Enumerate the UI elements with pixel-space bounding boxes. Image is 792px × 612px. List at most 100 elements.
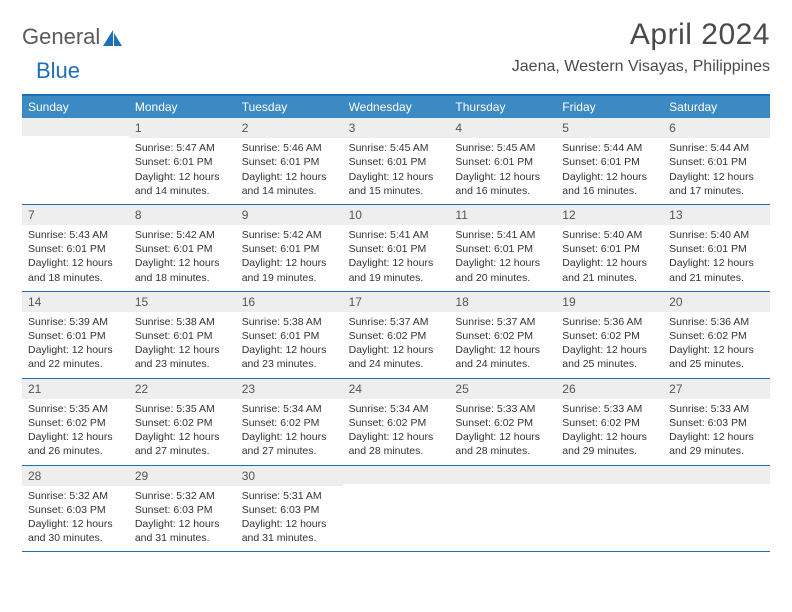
day-body [556, 484, 663, 493]
day-cell: 23Sunrise: 5:34 AMSunset: 6:02 PMDayligh… [236, 379, 343, 465]
day-body: Sunrise: 5:44 AMSunset: 6:01 PMDaylight:… [556, 138, 663, 204]
sunrise-text: Sunrise: 5:38 AM [242, 315, 337, 329]
daylight-text: Daylight: 12 hours and 21 minutes. [669, 256, 764, 284]
daylight-text: Daylight: 12 hours and 22 minutes. [28, 343, 123, 371]
sunrise-text: Sunrise: 5:40 AM [562, 228, 657, 242]
daylight-text: Daylight: 12 hours and 29 minutes. [562, 430, 657, 458]
sunset-text: Sunset: 6:02 PM [349, 416, 444, 430]
sunrise-text: Sunrise: 5:32 AM [135, 489, 230, 503]
dayname-wed: Wednesday [343, 96, 450, 118]
day-body [343, 484, 450, 493]
daylight-text: Daylight: 12 hours and 24 minutes. [455, 343, 550, 371]
day-cell: 7Sunrise: 5:43 AMSunset: 6:01 PMDaylight… [22, 205, 129, 291]
daylight-text: Daylight: 12 hours and 27 minutes. [135, 430, 230, 458]
daylight-text: Daylight: 12 hours and 23 minutes. [242, 343, 337, 371]
sunrise-text: Sunrise: 5:39 AM [28, 315, 123, 329]
dayname-tue: Tuesday [236, 96, 343, 118]
daylight-text: Daylight: 12 hours and 18 minutes. [28, 256, 123, 284]
dayname-sat: Saturday [663, 96, 770, 118]
sunrise-text: Sunrise: 5:47 AM [135, 141, 230, 155]
daylight-text: Daylight: 12 hours and 15 minutes. [349, 170, 444, 198]
day-body: Sunrise: 5:42 AMSunset: 6:01 PMDaylight:… [129, 225, 236, 291]
day-cell [663, 466, 770, 552]
day-cell: 16Sunrise: 5:38 AMSunset: 6:01 PMDayligh… [236, 292, 343, 378]
day-cell: 2Sunrise: 5:46 AMSunset: 6:01 PMDaylight… [236, 118, 343, 204]
dayname-sun: Sunday [22, 96, 129, 118]
daylight-text: Daylight: 12 hours and 29 minutes. [669, 430, 764, 458]
day-number: 5 [556, 118, 663, 138]
day-cell: 4Sunrise: 5:45 AMSunset: 6:01 PMDaylight… [449, 118, 556, 204]
day-number: 21 [22, 379, 129, 399]
day-body: Sunrise: 5:42 AMSunset: 6:01 PMDaylight:… [236, 225, 343, 291]
week-row: 28Sunrise: 5:32 AMSunset: 6:03 PMDayligh… [22, 466, 770, 553]
daylight-text: Daylight: 12 hours and 25 minutes. [562, 343, 657, 371]
sunset-text: Sunset: 6:03 PM [242, 503, 337, 517]
day-body: Sunrise: 5:41 AMSunset: 6:01 PMDaylight:… [343, 225, 450, 291]
day-cell: 26Sunrise: 5:33 AMSunset: 6:02 PMDayligh… [556, 379, 663, 465]
day-cell: 21Sunrise: 5:35 AMSunset: 6:02 PMDayligh… [22, 379, 129, 465]
dayname-mon: Monday [129, 96, 236, 118]
day-body: Sunrise: 5:45 AMSunset: 6:01 PMDaylight:… [449, 138, 556, 204]
brand-part1: General [22, 24, 100, 50]
day-body: Sunrise: 5:33 AMSunset: 6:03 PMDaylight:… [663, 399, 770, 465]
day-number: 8 [129, 205, 236, 225]
day-number [449, 466, 556, 484]
daylight-text: Daylight: 12 hours and 24 minutes. [349, 343, 444, 371]
day-cell: 14Sunrise: 5:39 AMSunset: 6:01 PMDayligh… [22, 292, 129, 378]
sunrise-text: Sunrise: 5:36 AM [562, 315, 657, 329]
sunset-text: Sunset: 6:01 PM [349, 155, 444, 169]
sunrise-text: Sunrise: 5:38 AM [135, 315, 230, 329]
sunrise-text: Sunrise: 5:34 AM [349, 402, 444, 416]
sunset-text: Sunset: 6:01 PM [669, 242, 764, 256]
day-cell: 30Sunrise: 5:31 AMSunset: 6:03 PMDayligh… [236, 466, 343, 552]
daylight-text: Daylight: 12 hours and 16 minutes. [455, 170, 550, 198]
day-number: 28 [22, 466, 129, 486]
sunrise-text: Sunrise: 5:41 AM [455, 228, 550, 242]
sunset-text: Sunset: 6:01 PM [28, 242, 123, 256]
day-cell: 24Sunrise: 5:34 AMSunset: 6:02 PMDayligh… [343, 379, 450, 465]
brand-part2: Blue [36, 58, 80, 84]
daylight-text: Daylight: 12 hours and 28 minutes. [455, 430, 550, 458]
sunset-text: Sunset: 6:03 PM [135, 503, 230, 517]
sunset-text: Sunset: 6:02 PM [135, 416, 230, 430]
sunrise-text: Sunrise: 5:36 AM [669, 315, 764, 329]
dayname-thu: Thursday [449, 96, 556, 118]
title-block: April 2024 Jaena, Western Visayas, Phili… [512, 18, 770, 76]
day-cell: 8Sunrise: 5:42 AMSunset: 6:01 PMDaylight… [129, 205, 236, 291]
sunset-text: Sunset: 6:01 PM [135, 329, 230, 343]
day-body: Sunrise: 5:38 AMSunset: 6:01 PMDaylight:… [129, 312, 236, 378]
day-cell: 20Sunrise: 5:36 AMSunset: 6:02 PMDayligh… [663, 292, 770, 378]
day-cell: 1Sunrise: 5:47 AMSunset: 6:01 PMDaylight… [129, 118, 236, 204]
daylight-text: Daylight: 12 hours and 31 minutes. [242, 517, 337, 545]
day-body: Sunrise: 5:31 AMSunset: 6:03 PMDaylight:… [236, 486, 343, 552]
day-body: Sunrise: 5:34 AMSunset: 6:02 PMDaylight:… [236, 399, 343, 465]
sunset-text: Sunset: 6:01 PM [669, 155, 764, 169]
sunrise-text: Sunrise: 5:33 AM [455, 402, 550, 416]
sunrise-text: Sunrise: 5:33 AM [562, 402, 657, 416]
day-body: Sunrise: 5:40 AMSunset: 6:01 PMDaylight:… [663, 225, 770, 291]
day-number: 6 [663, 118, 770, 138]
daylight-text: Daylight: 12 hours and 25 minutes. [669, 343, 764, 371]
day-body: Sunrise: 5:32 AMSunset: 6:03 PMDaylight:… [22, 486, 129, 552]
daylight-text: Daylight: 12 hours and 23 minutes. [135, 343, 230, 371]
day-number: 19 [556, 292, 663, 312]
day-body: Sunrise: 5:43 AMSunset: 6:01 PMDaylight:… [22, 225, 129, 291]
day-body: Sunrise: 5:46 AMSunset: 6:01 PMDaylight:… [236, 138, 343, 204]
week-row: 14Sunrise: 5:39 AMSunset: 6:01 PMDayligh… [22, 292, 770, 379]
daylight-text: Daylight: 12 hours and 17 minutes. [669, 170, 764, 198]
day-number: 30 [236, 466, 343, 486]
location-text: Jaena, Western Visayas, Philippines [512, 58, 770, 76]
day-body: Sunrise: 5:35 AMSunset: 6:02 PMDaylight:… [129, 399, 236, 465]
day-number: 10 [343, 205, 450, 225]
day-number: 18 [449, 292, 556, 312]
day-number: 1 [129, 118, 236, 138]
day-cell [22, 118, 129, 204]
sunrise-text: Sunrise: 5:44 AM [669, 141, 764, 155]
sunset-text: Sunset: 6:02 PM [455, 416, 550, 430]
calendar-table: Sunday Monday Tuesday Wednesday Thursday… [22, 94, 770, 552]
day-number: 23 [236, 379, 343, 399]
day-cell: 25Sunrise: 5:33 AMSunset: 6:02 PMDayligh… [449, 379, 556, 465]
day-cell: 9Sunrise: 5:42 AMSunset: 6:01 PMDaylight… [236, 205, 343, 291]
day-number [22, 118, 129, 136]
sunset-text: Sunset: 6:02 PM [28, 416, 123, 430]
